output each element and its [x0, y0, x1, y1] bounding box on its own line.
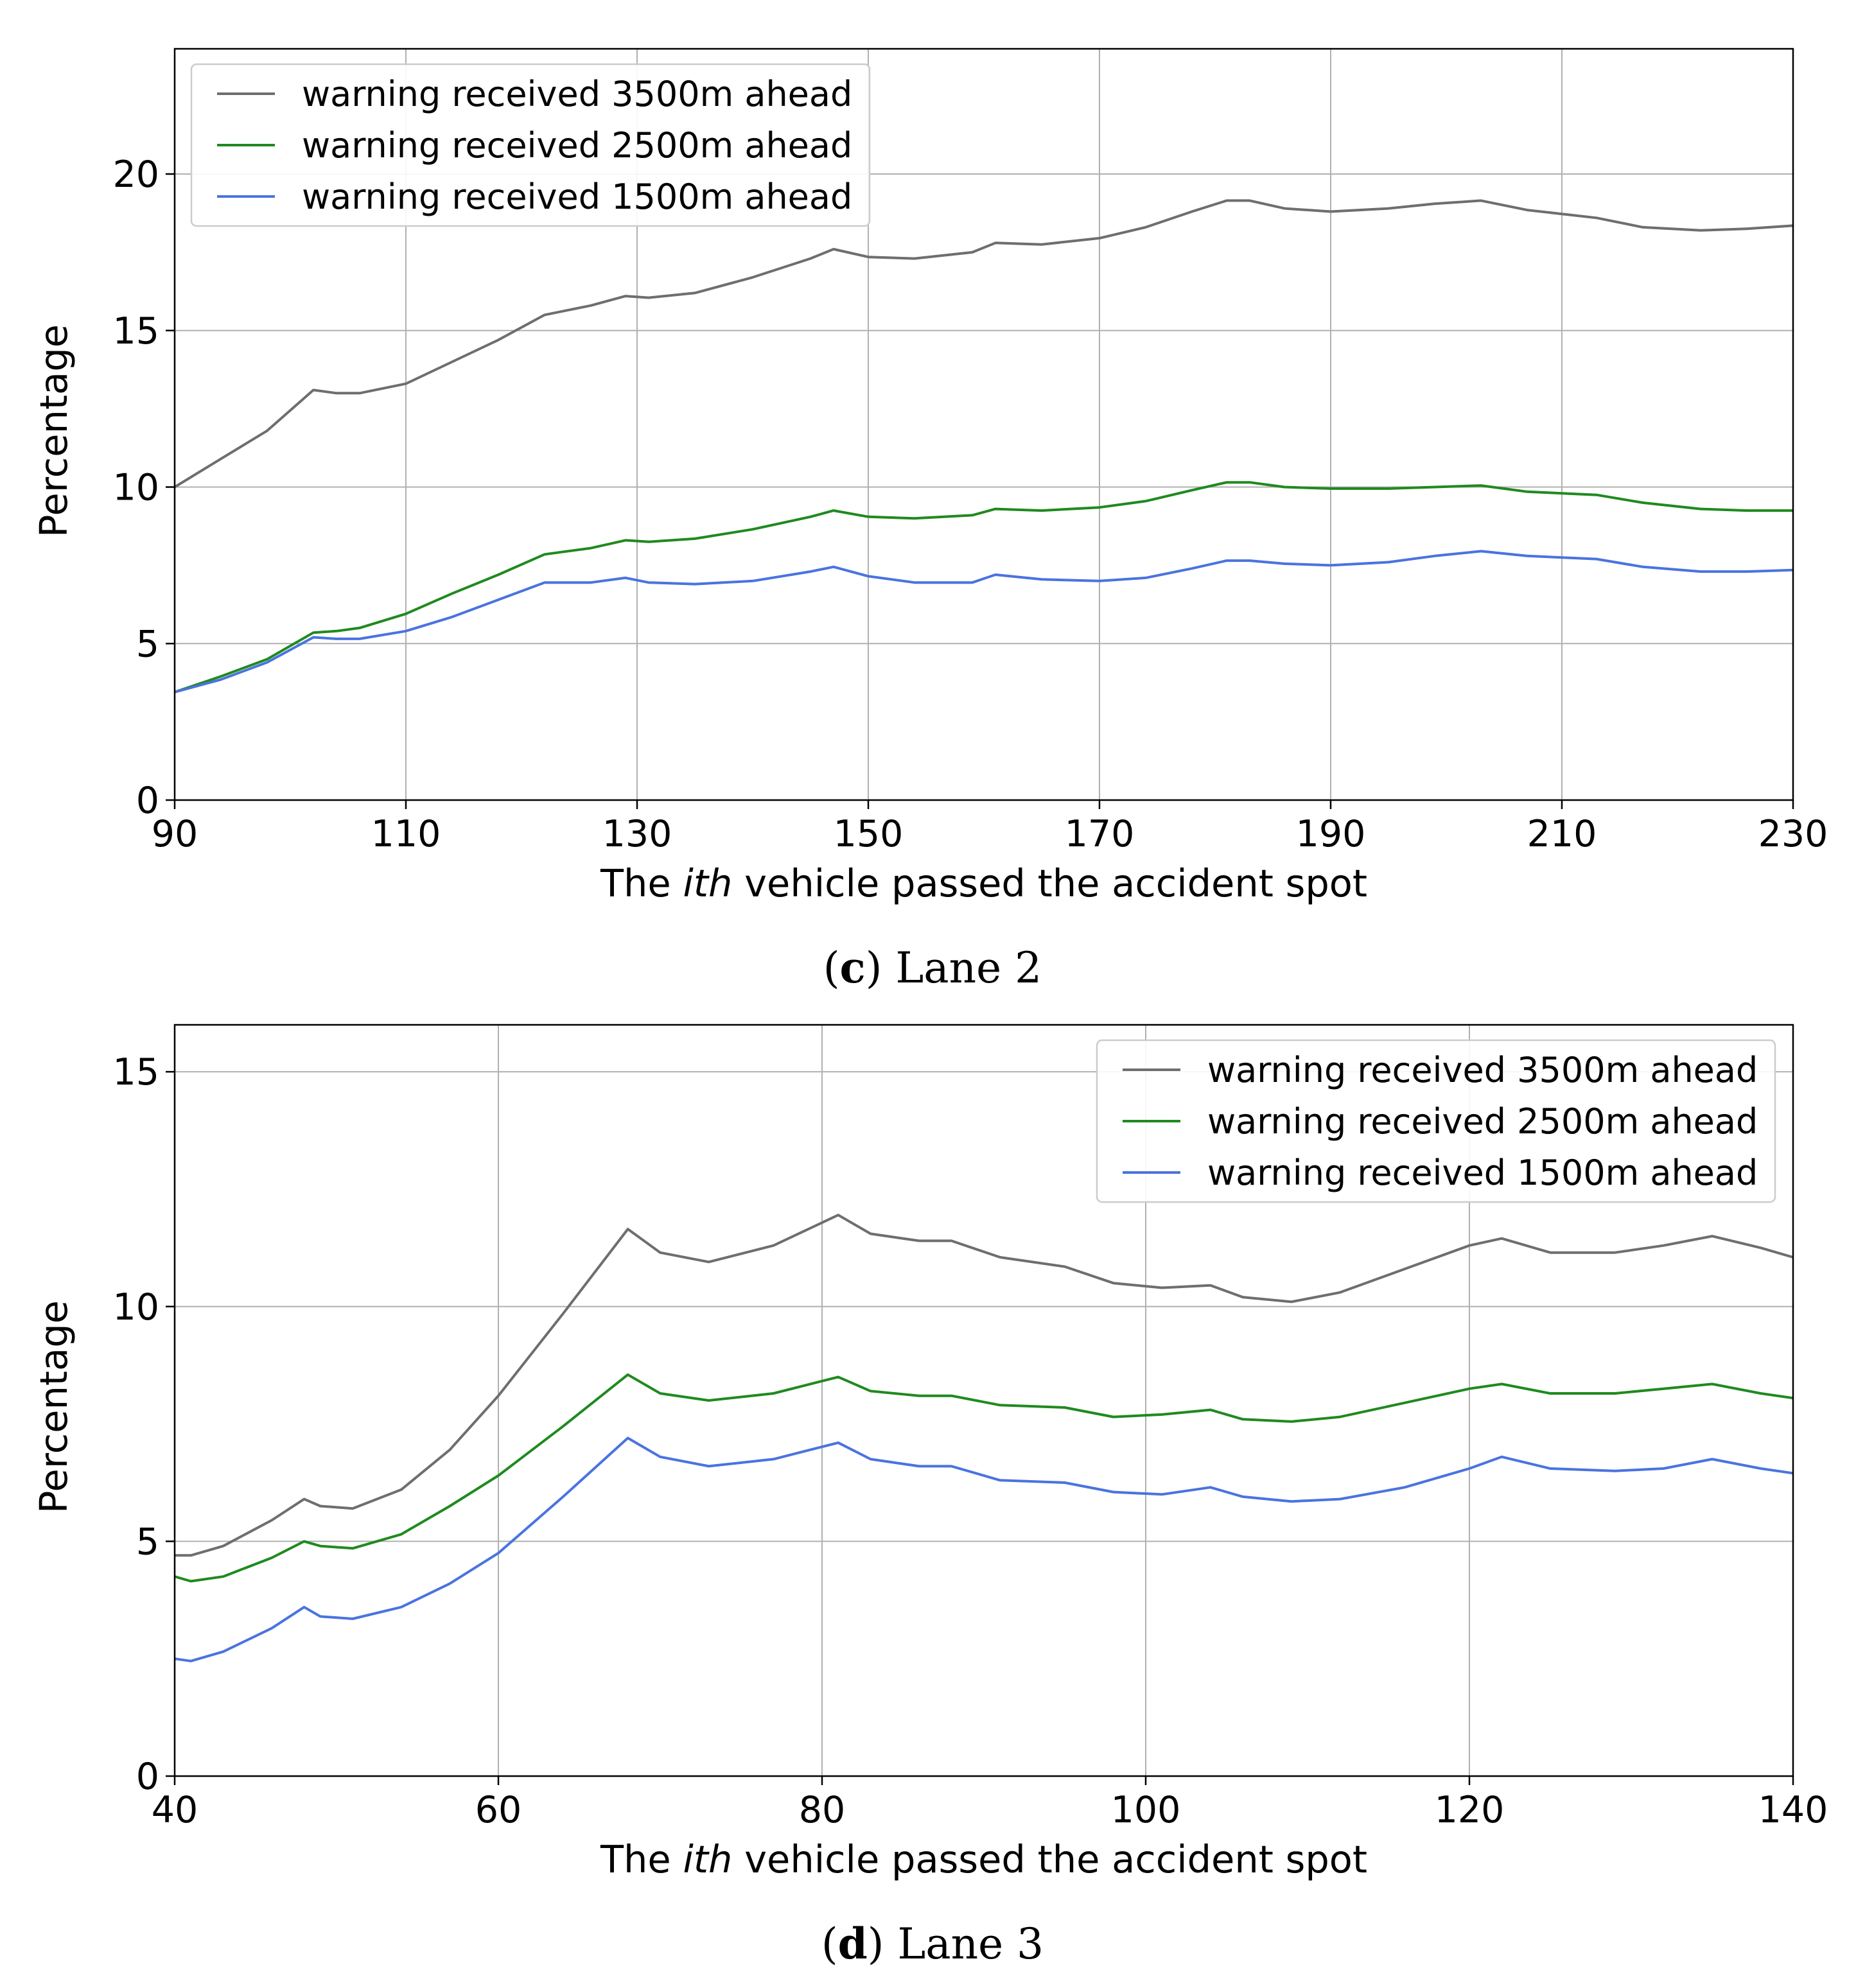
x-tick-label: 130	[602, 813, 672, 855]
x-tick-label: 40	[152, 1789, 198, 1831]
y-tick-label: 5	[136, 623, 159, 665]
y-tick-label: 0	[136, 780, 159, 822]
y-tick-label: 5	[136, 1521, 159, 1563]
y-tick-label: 10	[112, 467, 159, 509]
x-tick-label: 150	[834, 813, 904, 855]
series-line-1500m	[174, 1436, 1794, 1662]
y-axis-label: Percentage	[31, 1300, 76, 1513]
x-tick-label: 100	[1111, 1789, 1181, 1831]
legend: warning received 3500m ahead warning rece…	[1096, 1039, 1776, 1203]
caption-lane-3: (d) Lane 3	[821, 1919, 1044, 1969]
x-tick-label: 230	[1758, 813, 1828, 855]
legend-label: warning received 1500m ahead	[1207, 1153, 1758, 1193]
y-axis-label: Percentage	[31, 324, 76, 537]
series-line-2500m	[174, 481, 1793, 693]
series-line-3500m	[173, 199, 1794, 489]
chart-lane-2: 90 110 130 150 170 190 210 230 0 5 10 15 20 The ith v…	[31, 48, 1828, 905]
series-line-1500m	[174, 550, 1794, 693]
x-axis-label: The ith vehicle passed the accident spot	[600, 1837, 1367, 1881]
y-tick-label: 15	[112, 310, 159, 353]
legend-label: warning received 1500m ahead	[302, 177, 852, 217]
series-line-2500m	[174, 1373, 1794, 1583]
y-tick-label: 15	[112, 1051, 159, 1094]
y-tick-label: 20	[112, 153, 159, 196]
legend-label: warning received 3500m ahead	[302, 74, 852, 114]
x-axis-label: The ith vehicle passed the accident spot	[600, 861, 1367, 905]
x-tick-label: 140	[1758, 1789, 1828, 1831]
x-tick-label: 170	[1065, 813, 1135, 855]
legend-label: warning received 3500m ahead	[1207, 1050, 1758, 1090]
chart-lane-3: 40 60 80 100 120 140 0 5 10 15 The ith vehicle pas…	[31, 1024, 1828, 1881]
legend-box	[1096, 1039, 1776, 1203]
x-tick-label: 120	[1435, 1789, 1505, 1831]
x-tick-label: 110	[371, 813, 441, 855]
legend-label: warning received 2500m ahead	[1207, 1101, 1758, 1142]
x-tick-label: 80	[799, 1789, 846, 1831]
legend: warning received 3500m ahead warning rece…	[190, 63, 871, 227]
x-tick-label: 90	[152, 813, 198, 855]
y-tick-label: 10	[112, 1286, 159, 1329]
legend-box	[190, 63, 871, 227]
y-tick-label: 0	[136, 1756, 159, 1798]
plot-frame	[173, 1024, 1794, 1777]
series-line-3500m	[175, 1214, 1794, 1557]
caption-lane-2: (c) Lane 2	[823, 943, 1042, 993]
legend-label: warning received 2500m ahead	[302, 125, 852, 166]
plot-frame	[173, 48, 1794, 801]
x-tick-label: 60	[475, 1789, 522, 1831]
x-tick-label: 190	[1296, 813, 1366, 855]
x-tick-label: 210	[1527, 813, 1597, 855]
